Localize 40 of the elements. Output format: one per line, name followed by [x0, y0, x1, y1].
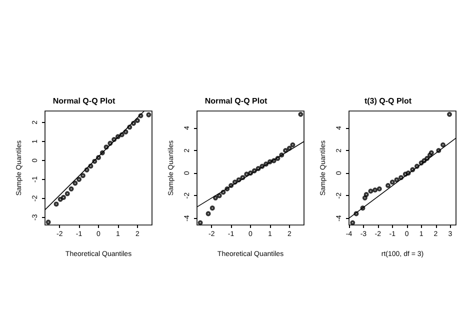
point	[206, 211, 211, 216]
point	[146, 112, 152, 118]
point	[298, 112, 304, 117]
chart-title: Normal Q-Q Plot	[52, 96, 116, 106]
point	[80, 173, 86, 178]
point	[283, 148, 288, 154]
point	[232, 180, 238, 185]
point	[198, 220, 203, 226]
point	[362, 195, 368, 200]
point	[58, 196, 63, 202]
point	[76, 176, 82, 182]
point	[368, 188, 374, 194]
point	[364, 192, 369, 198]
point	[286, 146, 292, 151]
point	[372, 188, 378, 193]
point	[390, 180, 395, 185]
point	[54, 202, 59, 207]
point	[68, 186, 74, 192]
point	[134, 118, 140, 123]
point	[290, 142, 296, 148]
point	[428, 150, 434, 156]
point	[350, 220, 356, 226]
point	[72, 180, 78, 186]
point	[386, 182, 391, 188]
point	[446, 112, 452, 117]
point	[60, 194, 66, 200]
point	[46, 220, 51, 225]
point	[394, 177, 400, 182]
point	[64, 191, 70, 196]
point	[440, 142, 446, 148]
point	[210, 206, 215, 211]
point	[376, 186, 382, 192]
point	[212, 195, 218, 200]
point	[398, 175, 404, 180]
point	[216, 193, 222, 198]
point	[240, 175, 246, 180]
point	[123, 129, 128, 134]
point	[244, 172, 250, 177]
chart-title: Normal Q-Q Plot	[204, 96, 268, 106]
chart-title: t(3) Q-Q Plot	[364, 96, 412, 106]
